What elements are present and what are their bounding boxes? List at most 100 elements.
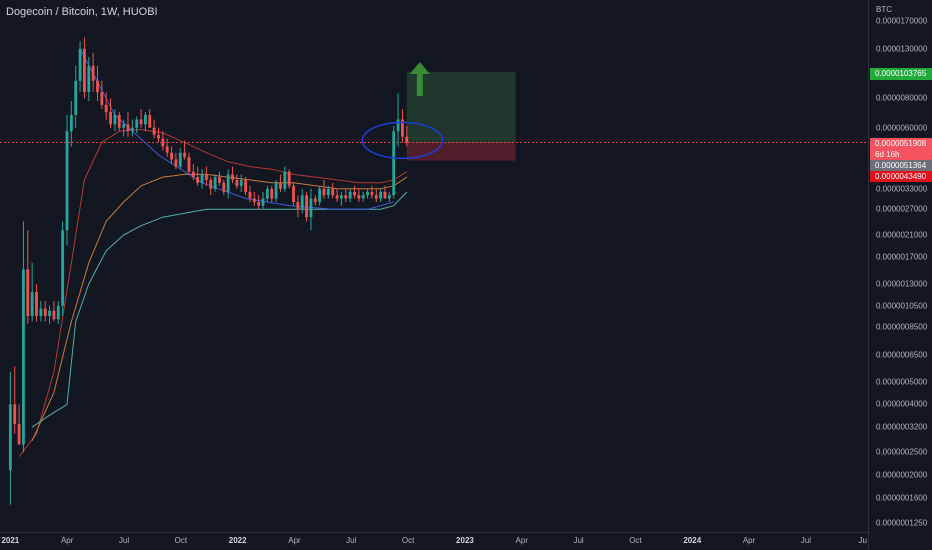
candle-body bbox=[261, 198, 265, 206]
candle-body bbox=[178, 152, 182, 167]
candle-body bbox=[387, 195, 391, 199]
saucer-curve-line bbox=[79, 48, 394, 210]
chart-area[interactable]: Dogecoin / Bitcoin, 1W, HUOBI bbox=[0, 0, 868, 532]
candle-body bbox=[100, 92, 104, 105]
candle bbox=[231, 166, 234, 183]
candle-body bbox=[74, 80, 78, 115]
candle bbox=[152, 119, 156, 139]
price-tick: 0.0000060000 bbox=[876, 123, 928, 133]
candle bbox=[30, 262, 34, 322]
candle bbox=[279, 174, 282, 192]
candle bbox=[287, 169, 291, 189]
candle-body bbox=[204, 174, 208, 180]
candle-body bbox=[244, 179, 248, 192]
candle bbox=[26, 230, 30, 324]
candle-body bbox=[30, 292, 34, 317]
price-tick: 0.0000008500 bbox=[876, 322, 928, 332]
candle-body bbox=[165, 146, 169, 153]
candle-body bbox=[231, 174, 234, 180]
candle-body bbox=[340, 195, 343, 199]
candle-body bbox=[104, 104, 108, 112]
time-tick: Apr bbox=[742, 536, 756, 545]
time-tick: 2021 bbox=[1, 536, 20, 545]
moving-average-line bbox=[31, 173, 408, 442]
price-tick: 0.0000027000 bbox=[876, 204, 928, 214]
candle-body bbox=[187, 157, 191, 172]
candle bbox=[113, 109, 117, 132]
time-axis[interactable]: 2021 Apr Jul Oct 2022 Apr Jul Oct 2023 Apr Jul Oct 2… bbox=[0, 532, 868, 550]
candle-body bbox=[39, 308, 43, 317]
candle-body bbox=[213, 177, 217, 189]
candle-body bbox=[235, 179, 239, 186]
price-tick: 0.0000005000 bbox=[876, 377, 928, 387]
candle bbox=[305, 191, 308, 222]
candle bbox=[48, 305, 51, 324]
candle bbox=[126, 111, 130, 137]
candle-body bbox=[183, 152, 187, 158]
candle bbox=[313, 195, 317, 206]
candle-body bbox=[361, 195, 365, 199]
candle-body bbox=[309, 198, 313, 218]
candle-body bbox=[139, 119, 143, 125]
candle-body bbox=[122, 124, 126, 128]
candle-body bbox=[143, 114, 147, 125]
candle bbox=[122, 119, 126, 137]
candle bbox=[300, 188, 304, 214]
candle-body bbox=[109, 111, 112, 125]
price-tick: 0.0000013000 bbox=[876, 279, 928, 289]
price-tick: 0.0000004000 bbox=[876, 399, 928, 409]
candle bbox=[161, 131, 165, 151]
candle bbox=[361, 191, 365, 203]
candle bbox=[265, 185, 269, 203]
candle-body bbox=[130, 127, 134, 132]
stop-zone bbox=[406, 142, 516, 161]
candle-body bbox=[292, 185, 295, 203]
candle-body bbox=[8, 404, 12, 471]
target-zone bbox=[406, 71, 516, 143]
candle bbox=[370, 185, 374, 199]
candles bbox=[8, 37, 409, 505]
candle-body bbox=[335, 195, 339, 199]
price-tick: 0.0000002000 bbox=[876, 470, 928, 480]
candle-body bbox=[218, 177, 221, 183]
target-price-tag: 0.0000103765 bbox=[870, 68, 932, 80]
candle-body bbox=[83, 48, 86, 93]
candle-body bbox=[383, 191, 387, 199]
current-price-value: 0.0000051908 bbox=[875, 139, 927, 148]
candle bbox=[204, 166, 208, 186]
moving-average-line bbox=[31, 191, 408, 428]
candle bbox=[35, 283, 38, 322]
arrow-up-icon bbox=[409, 62, 430, 96]
candle-body bbox=[152, 127, 156, 135]
candle bbox=[83, 37, 86, 99]
candle-body bbox=[366, 191, 369, 196]
candle-body bbox=[239, 179, 243, 186]
time-tick: Jul bbox=[800, 536, 812, 545]
price-chart[interactable] bbox=[0, 0, 868, 532]
price-axis[interactable]: BTC 0.0000170000 0.0000130000 0.0000080000… bbox=[868, 0, 932, 550]
candle-body bbox=[279, 182, 282, 189]
candle bbox=[78, 41, 82, 93]
candle-body bbox=[69, 114, 73, 132]
candle bbox=[235, 174, 239, 189]
candle-body bbox=[331, 188, 335, 196]
candle bbox=[222, 179, 226, 196]
candle-body bbox=[96, 80, 99, 93]
candle bbox=[209, 177, 213, 196]
candle bbox=[226, 169, 230, 199]
candle-body bbox=[52, 310, 56, 320]
candle bbox=[117, 111, 121, 132]
time-tick: Ju bbox=[858, 536, 867, 545]
candle bbox=[387, 191, 391, 203]
candle bbox=[135, 116, 139, 133]
candle bbox=[96, 65, 99, 101]
time-tick: 2022 bbox=[228, 536, 247, 545]
arrow-up-shaft bbox=[416, 72, 423, 96]
price-tick: 0.0000017000 bbox=[876, 252, 928, 262]
ma-price-tag: 0.0000051364 bbox=[870, 160, 932, 171]
time-tick: Apr bbox=[60, 536, 74, 545]
candle-body bbox=[296, 202, 300, 210]
candle bbox=[104, 92, 108, 120]
time-tick: Apr bbox=[288, 536, 301, 545]
candle bbox=[65, 114, 69, 246]
